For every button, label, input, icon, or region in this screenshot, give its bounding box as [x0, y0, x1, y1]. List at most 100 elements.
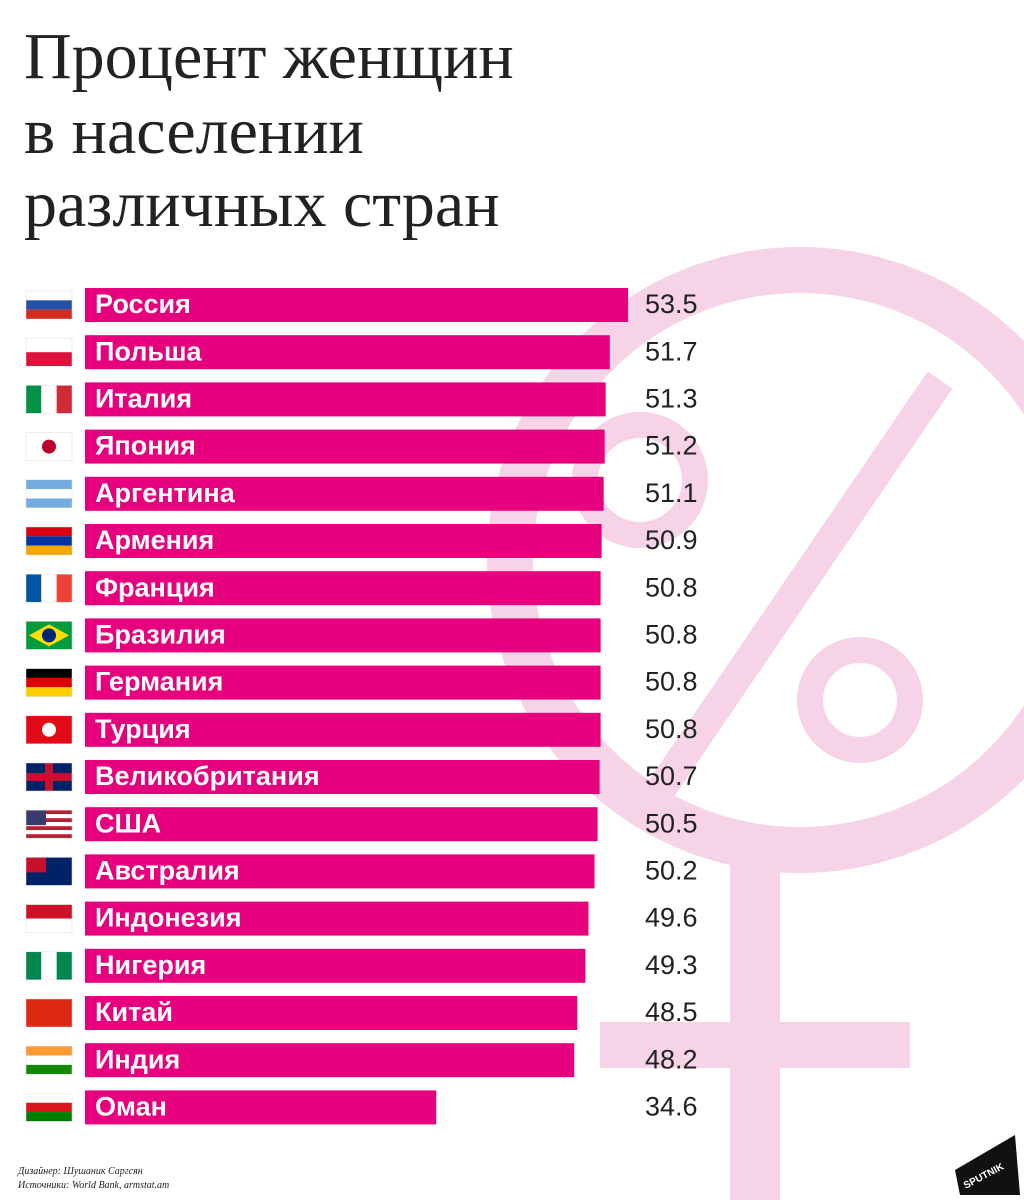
- flag-stripe: [26, 527, 72, 537]
- flag: [25, 904, 73, 933]
- flag-dot: [42, 439, 56, 454]
- category-label: Франция: [95, 572, 215, 602]
- category-label: Италия: [95, 384, 192, 414]
- bar: [85, 524, 602, 558]
- value-label: 51.1: [645, 478, 698, 508]
- flag-stripe: [26, 834, 72, 839]
- value-label: 51.2: [645, 431, 698, 461]
- flag-border: [25, 621, 73, 650]
- flag-stripe: [26, 300, 72, 310]
- flag-stripe: [26, 1102, 72, 1113]
- flag: [25, 1093, 73, 1122]
- flag-cross: [26, 773, 72, 781]
- flag: [25, 857, 73, 886]
- flag-border: [25, 998, 73, 1028]
- flag-stripe: [26, 826, 72, 831]
- bar: [85, 901, 589, 936]
- flag-stripe: [26, 479, 72, 490]
- flag-border: [25, 526, 73, 556]
- bar: [85, 571, 601, 606]
- value-label: 51.3: [645, 384, 698, 414]
- flag-stripe: [26, 810, 72, 815]
- value-label: 53.5: [645, 289, 698, 319]
- flag-border: [25, 904, 73, 933]
- value-label: 50.8: [645, 667, 698, 697]
- flag: [25, 951, 73, 981]
- flag-border: [25, 479, 73, 509]
- flag: [25, 621, 73, 650]
- flag: [25, 385, 73, 414]
- flag-dot: [42, 628, 56, 643]
- rows: Россия 53.5 Польша 51.7 Италия 51.3 Япония 51.2…: [25, 288, 698, 1125]
- category-label: Армения: [95, 525, 214, 555]
- bar: [85, 1043, 575, 1078]
- flag-stripe: [26, 951, 42, 980]
- bar: [85, 1090, 437, 1125]
- flag-border: [25, 668, 73, 697]
- flag-border: [25, 762, 73, 792]
- flag-border: [25, 385, 73, 414]
- category-label: Бразилия: [95, 620, 226, 650]
- category-label: Оман: [95, 1092, 167, 1122]
- category-label: Польша: [95, 336, 202, 366]
- flag: [25, 479, 73, 509]
- category-label: Германия: [95, 667, 223, 697]
- flag-stripe: [41, 385, 57, 414]
- flag-stripe: [41, 574, 57, 603]
- bar: [85, 429, 605, 464]
- flag-dot: [42, 722, 56, 737]
- category-label: Аргентина: [95, 478, 236, 508]
- flag-stripe: [26, 904, 72, 919]
- bar: [85, 335, 610, 370]
- chart-title: Процент женщин: [24, 20, 514, 93]
- category-label: Турция: [95, 714, 191, 744]
- flag-border: [25, 951, 73, 981]
- flag-stripe: [26, 668, 72, 678]
- category-label: США: [95, 808, 161, 838]
- value-label: 50.8: [645, 714, 698, 744]
- flag-stripe: [56, 385, 72, 414]
- category-label: Нигерия: [95, 950, 206, 980]
- flag-stripe: [26, 830, 72, 835]
- credit: Дизайнер: Шушаник Саргсян: [17, 1166, 143, 1177]
- flag-stripe: [56, 951, 72, 980]
- flag-stripe: [26, 1055, 72, 1065]
- chart-title: в населении: [24, 95, 364, 168]
- value-label: 50.7: [645, 761, 698, 791]
- flag: [25, 290, 73, 320]
- flag-canton: [26, 810, 46, 826]
- flag-stripe: [26, 309, 72, 319]
- chart-title: различных стран: [24, 168, 500, 241]
- flag-border: [25, 809, 73, 839]
- category-label: Китай: [95, 997, 173, 1027]
- bar: [85, 618, 601, 653]
- bar: [85, 476, 604, 511]
- flag-stripe: [26, 818, 72, 823]
- flag-border: [25, 290, 73, 320]
- flag-stripe: [26, 999, 72, 1027]
- flag-border: [25, 1045, 73, 1075]
- value-label: 48.5: [645, 997, 698, 1027]
- category-label: Япония: [95, 431, 196, 461]
- bar: [85, 665, 601, 700]
- flag-stripe: [26, 498, 72, 508]
- flag-canton: [26, 857, 46, 873]
- value-label: 50.8: [645, 572, 698, 602]
- flag-stripe: [26, 385, 42, 414]
- flag-stripe: [26, 1046, 72, 1056]
- flag-stripe: [26, 338, 72, 353]
- flag-border: [25, 857, 73, 886]
- flag-stripe: [26, 918, 72, 933]
- flag-stripe: [26, 1064, 72, 1075]
- flag: [25, 1045, 73, 1075]
- value-label: 50.9: [645, 525, 698, 555]
- flag-stripe: [56, 574, 72, 603]
- flag-stripe: [26, 489, 72, 499]
- flag-stripe: [41, 951, 57, 980]
- value-label: 50.8: [645, 620, 698, 650]
- flag: [25, 337, 73, 367]
- flag-stripe: [26, 1112, 72, 1122]
- flag-border: [25, 1093, 73, 1122]
- category-label: Великобритания: [95, 761, 320, 791]
- value-label: 50.5: [645, 808, 698, 838]
